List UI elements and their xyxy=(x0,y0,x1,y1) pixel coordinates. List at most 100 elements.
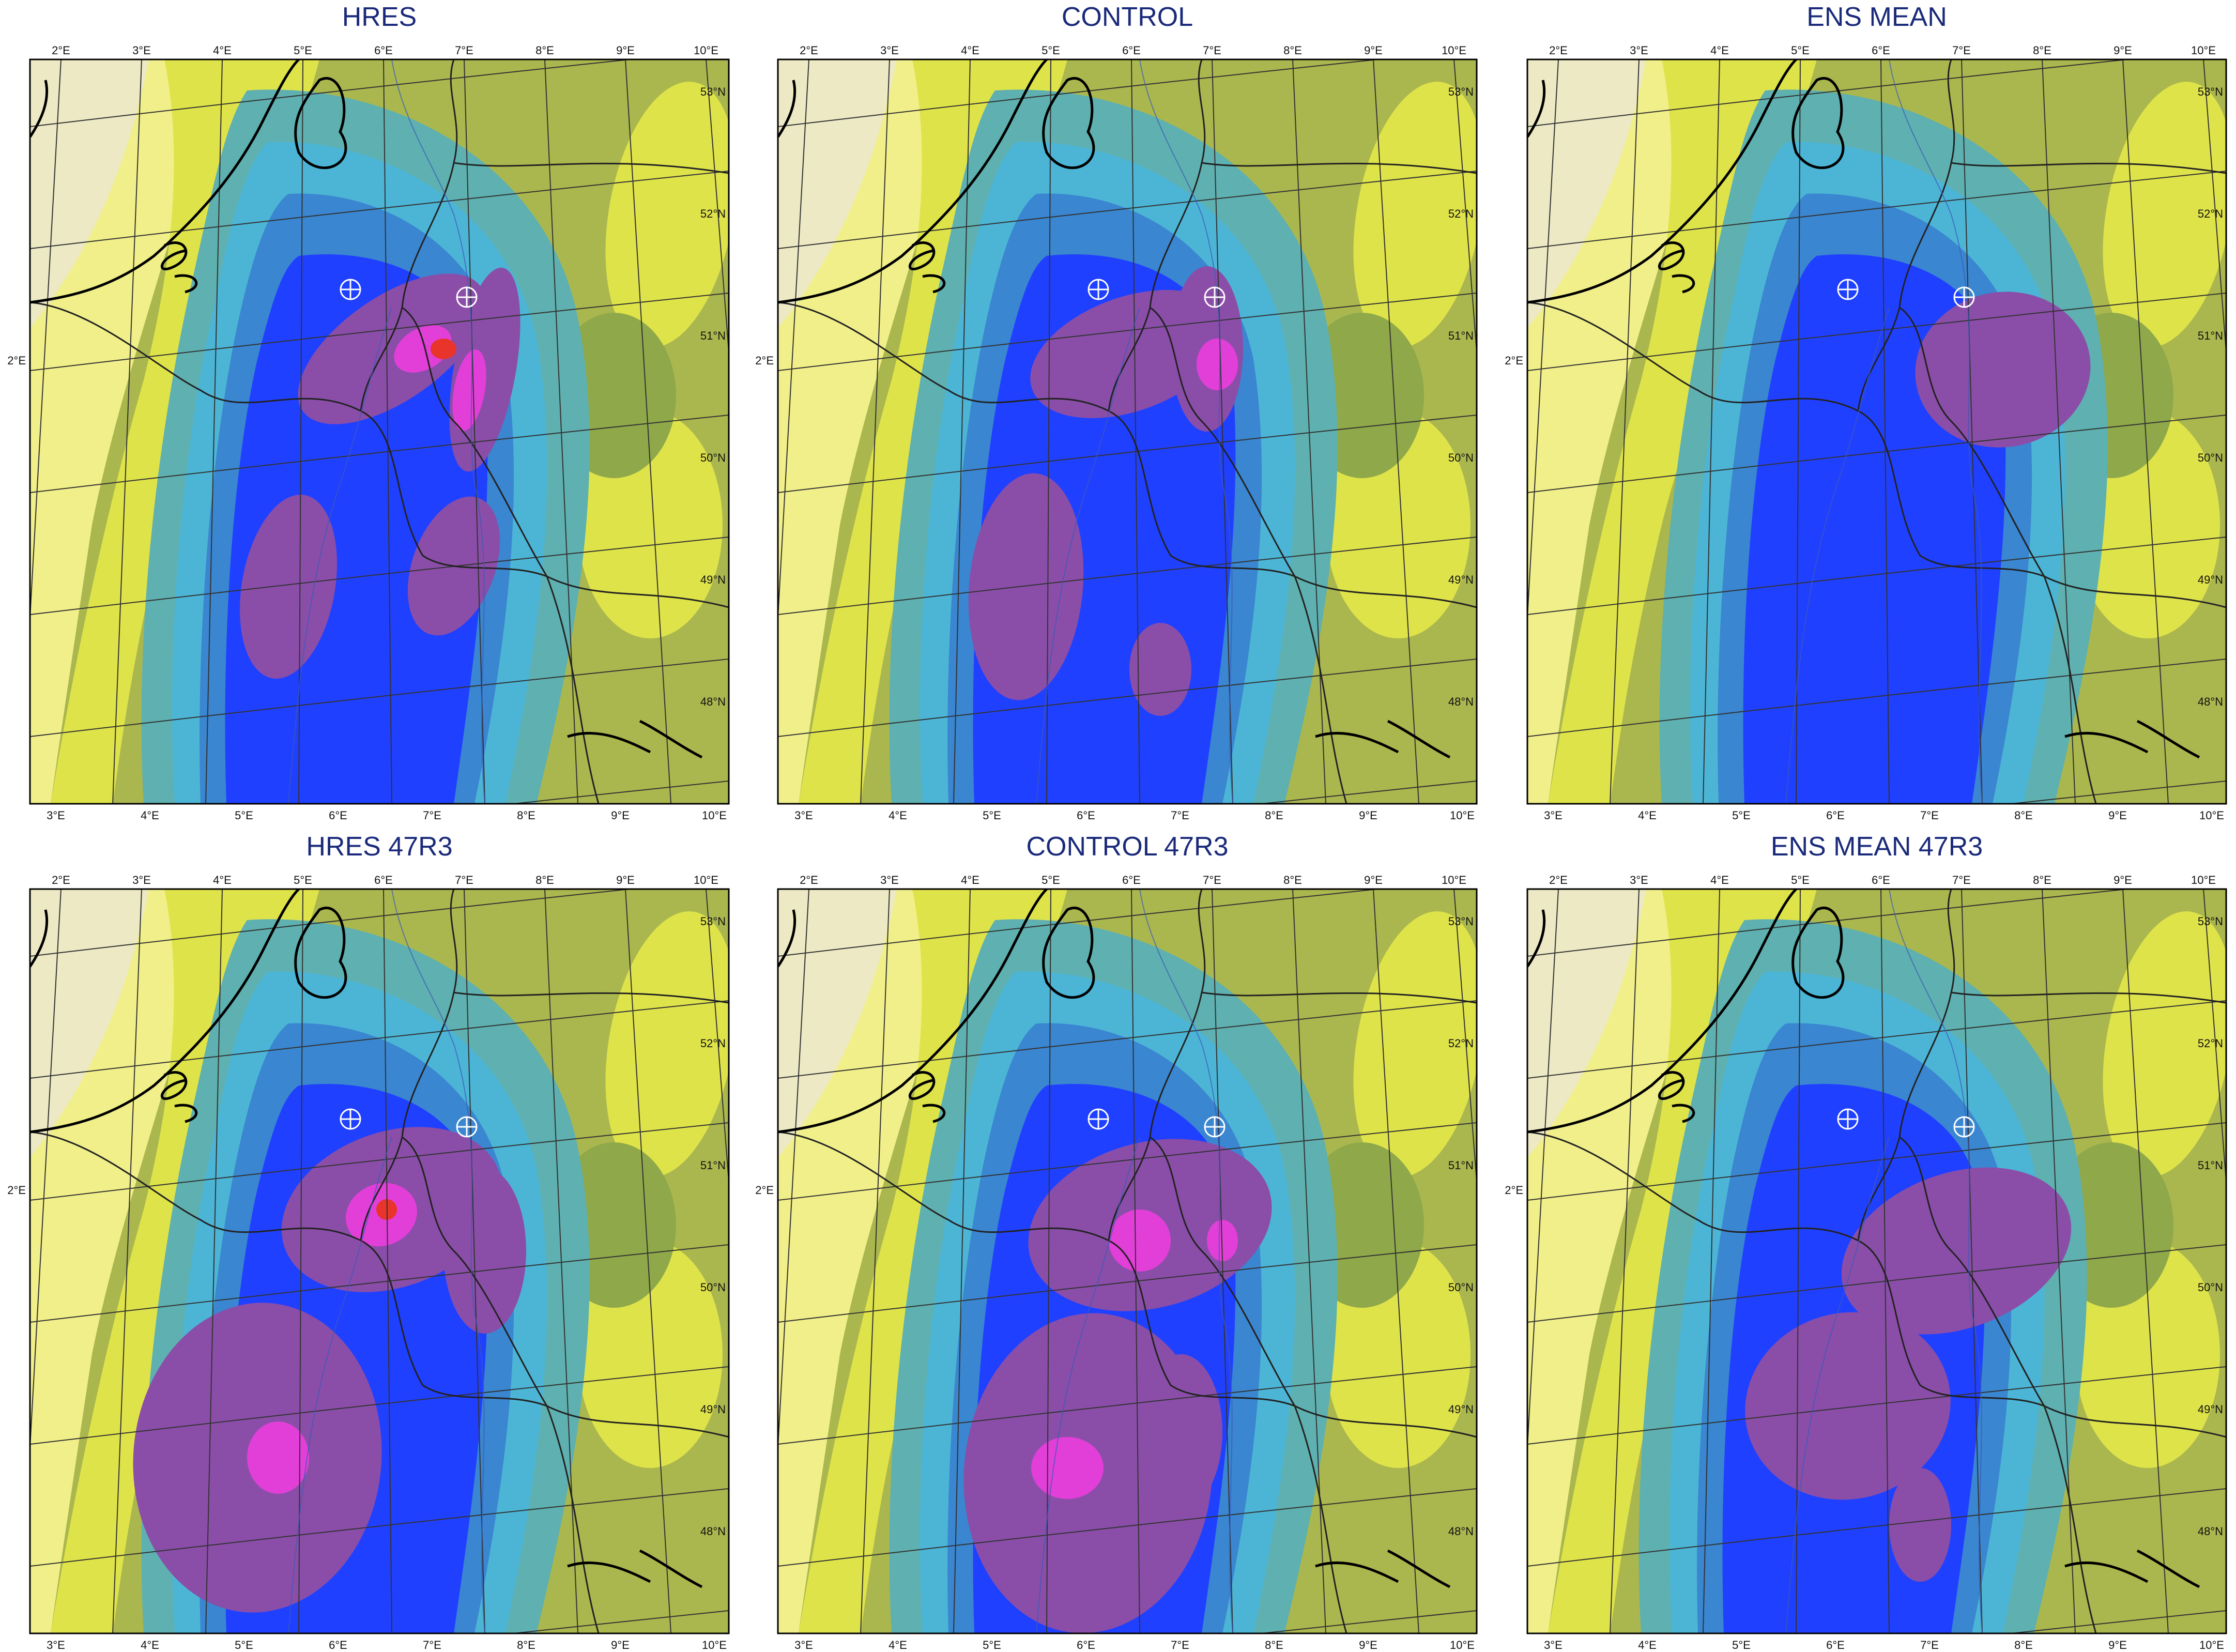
meridian-line xyxy=(1796,889,1801,1633)
meridian-line xyxy=(1453,59,1477,359)
location-marker xyxy=(1953,286,1975,308)
meridian-line xyxy=(706,889,729,1188)
lon-tick-bottom: 10°E xyxy=(1450,809,1475,819)
parallel-line xyxy=(778,415,1477,493)
coastline xyxy=(778,889,1451,1588)
lat-tick-right: 53°N xyxy=(700,85,726,98)
lon-tick-top: 7°E xyxy=(1203,44,1221,57)
meridian-line xyxy=(706,59,729,359)
lon-tick-top: 6°E xyxy=(1122,874,1141,886)
parallel-line xyxy=(1527,293,2226,371)
meridian-line xyxy=(1292,59,1326,804)
lon-tick-bottom: 3°E xyxy=(1544,1639,1563,1649)
meridian-line xyxy=(1703,59,1720,804)
coastline xyxy=(778,59,1451,759)
parallel-line xyxy=(1527,1488,2226,1567)
lat-tick-right: 52°N xyxy=(700,207,726,220)
lon-tick-bottom: 7°E xyxy=(1920,809,1939,819)
border-line xyxy=(30,1131,547,1407)
river-rhine xyxy=(1889,59,1983,804)
lon-tick-top: 7°E xyxy=(1952,874,1971,886)
precip-area-magenta xyxy=(394,325,452,373)
lat-tick-right: 49°N xyxy=(1448,573,1474,586)
lon-tick-bottom: 10°E xyxy=(702,1639,727,1649)
parallel-line xyxy=(1257,1610,1477,1633)
lon-tick-bottom: 10°E xyxy=(2199,809,2224,819)
lake-ijssel xyxy=(1042,907,1095,999)
lon-tick-bottom: 6°E xyxy=(1826,1639,1845,1649)
parallel-line xyxy=(1527,415,2226,493)
lon-tick-top: 3°E xyxy=(1630,44,1648,57)
border-line xyxy=(1108,59,1206,411)
lat-tick-right: 51°N xyxy=(700,1159,726,1172)
lat-tick-right: 51°N xyxy=(1448,329,1474,342)
lon-tick-top: 9°E xyxy=(616,874,635,886)
lon-tick-top: 2°E xyxy=(800,44,818,57)
estuary-outline xyxy=(1658,241,1685,270)
lat-tick-right: 50°N xyxy=(700,451,726,464)
map-frame xyxy=(1526,888,2227,1634)
parallel-line xyxy=(1257,781,1477,804)
border-line xyxy=(1201,162,1477,174)
precip-area-purple xyxy=(1745,1312,1951,1500)
meridian-line xyxy=(298,889,303,1633)
coast-line xyxy=(1527,80,1546,138)
graticule xyxy=(30,889,729,1633)
meridian-line xyxy=(1212,59,1233,804)
lat-tick-right: 49°N xyxy=(1448,1403,1474,1416)
lat-tick-right: 48°N xyxy=(1448,695,1474,708)
lon-tick-bottom: 7°E xyxy=(423,1639,441,1649)
lon-tick-top: 3°E xyxy=(132,44,151,57)
meridian-line xyxy=(112,59,142,804)
meridian-line xyxy=(1373,59,1419,804)
lake-outline xyxy=(2136,720,2200,759)
lon-tick-top: 7°E xyxy=(455,874,473,886)
map-panel: 2°E 3°E 4°E 5°E 6°E 7°E 8°E 9°E 10°E 3°E 4°E 5°E 6°E… xyxy=(7,874,730,1649)
meridian-line xyxy=(953,59,971,804)
meridian-line xyxy=(1527,889,1559,1457)
panel-title: HRES xyxy=(342,2,417,32)
lat-tick-right: 51°N xyxy=(2198,1159,2223,1172)
border-line xyxy=(1294,1405,1477,1438)
land-no-precip xyxy=(1527,59,1646,328)
lon-tick-top: 2°E xyxy=(1549,44,1568,57)
parallel-line xyxy=(1527,1366,2226,1445)
lon-tick-bottom: 7°E xyxy=(1171,1639,1189,1649)
lon-tick-top: 9°E xyxy=(2114,874,2132,886)
lon-tick-bottom: 6°E xyxy=(329,1639,347,1649)
lon-tick-bottom: 9°E xyxy=(2108,809,2127,819)
lake-outline xyxy=(2064,1561,2149,1583)
lake-outline xyxy=(567,1561,651,1583)
location-marker xyxy=(456,1116,478,1138)
river-meuse xyxy=(1785,1137,1890,1633)
lon-tick-bottom: 7°E xyxy=(1920,1639,1939,1649)
estuary-outline xyxy=(160,1071,188,1100)
coastline xyxy=(1527,59,2200,759)
lake-ijssel xyxy=(294,907,347,999)
border-line xyxy=(402,1136,600,1633)
lon-tick-top: 3°E xyxy=(880,874,899,886)
map-frame xyxy=(29,58,730,805)
map-body xyxy=(1527,59,2226,804)
lat-tick-right: 52°N xyxy=(2198,207,2223,220)
lake-outline xyxy=(2064,731,2149,754)
location-marker xyxy=(1204,1116,1226,1138)
lon-tick-top: 8°E xyxy=(535,874,554,886)
location-marker xyxy=(1953,1116,1975,1138)
precip-patch-yellow-east xyxy=(2103,82,2226,347)
meridian-line xyxy=(544,59,578,804)
parallel-line xyxy=(30,1122,729,1201)
parallel-line xyxy=(778,293,1477,371)
lake-outline xyxy=(1387,720,1451,759)
rivers xyxy=(1036,889,1233,1633)
lon-tick-bottom: 9°E xyxy=(611,1639,630,1649)
lon-tick-bottom: 3°E xyxy=(794,809,813,819)
lon-tick-bottom: 4°E xyxy=(1638,809,1657,819)
lon-tick-top: 10°E xyxy=(2191,874,2216,886)
lon-tick-bottom: 5°E xyxy=(1732,1639,1751,1649)
location-marker xyxy=(340,279,361,300)
precip-area-magenta xyxy=(1207,1220,1238,1261)
lon-tick-top: 6°E xyxy=(1872,44,1890,57)
parallel-line xyxy=(778,1122,1477,1201)
lat-tick-right: 53°N xyxy=(700,915,726,928)
